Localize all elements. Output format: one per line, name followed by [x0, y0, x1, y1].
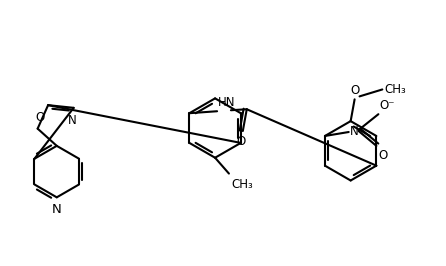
Text: N: N — [52, 203, 62, 216]
Text: N⁺: N⁺ — [350, 124, 364, 138]
Text: O: O — [378, 149, 388, 162]
Text: O: O — [35, 111, 44, 124]
Text: HN: HN — [218, 96, 235, 109]
Text: O: O — [236, 135, 245, 148]
Text: N: N — [68, 114, 77, 127]
Text: CH₃: CH₃ — [384, 83, 406, 96]
Text: O⁻: O⁻ — [380, 99, 395, 112]
Text: O: O — [350, 84, 359, 97]
Text: CH₃: CH₃ — [231, 177, 253, 190]
